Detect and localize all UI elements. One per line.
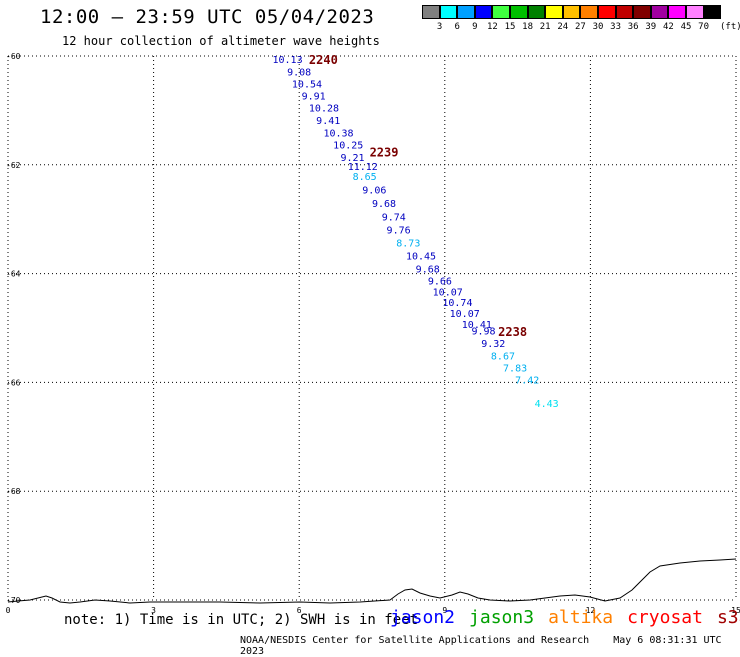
satellite-jason2: jason2 (390, 607, 456, 628)
legend-label: 24 (557, 22, 569, 32)
legend-label: 39 (645, 22, 657, 32)
pass-labels: 2240 2239 2238 (309, 53, 527, 339)
legend-label: 12 (486, 22, 498, 32)
x-tick-label: 12 (586, 606, 596, 615)
swh-label: 10.74 (442, 298, 472, 309)
swh-label: 9.32 (481, 339, 505, 350)
swh-label: 10.28 (309, 103, 339, 114)
swh-label: 9.21 (340, 153, 364, 164)
map-subtitle: 12 hour collection of altimeter wave hei… (62, 34, 380, 48)
legend-swatch (615, 5, 634, 19)
swh-label: 9.74 (382, 212, 406, 223)
swh-label: 8.65 (353, 172, 377, 183)
legend-label: 30 (592, 22, 604, 32)
legend-swatch (650, 5, 669, 19)
legend-swatch (562, 5, 581, 19)
legend-swatch (685, 5, 704, 19)
credit-line: NOAA/NESDIS Center for Satellite Applica… (240, 635, 740, 657)
legend-label: 42 (662, 22, 674, 32)
legend-label: 18 (522, 22, 534, 32)
swh-label: 10.07 (433, 287, 463, 298)
legend-label: 6 (454, 22, 460, 32)
swh-label: 10.45 (406, 251, 436, 262)
satellite-key: jason2 jason3 altika cryosat s3a (390, 607, 740, 628)
legend-label: 21 (539, 22, 551, 32)
y-tick-label: -62 (6, 161, 21, 170)
y-tick-label: -66 (6, 378, 21, 387)
legend-swatch (580, 5, 598, 19)
map-frame (8, 56, 736, 600)
legend-swatch (492, 5, 510, 19)
credit-text: NOAA/NESDIS Center for Satellite Applica… (240, 635, 590, 646)
swh-label: 9.08 (287, 68, 311, 79)
coastline (7, 558, 737, 604)
swh-label: 10.25 (333, 140, 363, 151)
swh-label: 9.98 (471, 327, 495, 338)
swh-label: 4.43 (535, 399, 559, 410)
legend-label: 70 (698, 22, 710, 32)
legend-swatch (474, 5, 493, 19)
satellite-cryosat: cryosat (627, 607, 703, 628)
color-legend (422, 5, 722, 19)
legend-label: 15 (504, 22, 516, 32)
swh-label: 10.07 (450, 309, 480, 320)
map-title: 12:00 – 23:59 UTC 05/04/2023 (40, 6, 375, 28)
pass-time-label: 2238 (498, 325, 527, 339)
swh-label: 7.42 (515, 375, 539, 386)
swh-label: 7.83 (503, 364, 527, 375)
legend-labels: 3 6 9 12 15 18 21 24 27 30 33 36 39 42 45 70 (ft) (422, 22, 740, 34)
legend-label: 3 (436, 22, 443, 32)
x-tick-label: 0 (6, 606, 11, 615)
swh-label: 11.12 (348, 162, 378, 173)
legend-label: 45 (680, 22, 692, 32)
legend-label: 27 (574, 22, 586, 32)
y-tick-label: -60 (6, 52, 21, 61)
legend-label: 36 (627, 22, 639, 32)
swh-label: 10.54 (292, 80, 322, 91)
footer-note: note: 1) Time is in UTC; 2) SWH is in fe… (64, 612, 419, 628)
legend-label: 9 (472, 22, 478, 32)
satellite-s3a: s3a (716, 607, 740, 628)
grid-lines: 0 3 6 9 12 15 -60 -62 -64 -66 -68 -70 (6, 52, 740, 615)
legend-swatch (509, 5, 528, 19)
x-tick-label: 9 (442, 606, 447, 615)
y-tick-label: -64 (6, 270, 21, 279)
legend-swatch (633, 5, 651, 19)
legend-swatch (422, 5, 440, 19)
legend-swatch (597, 5, 616, 19)
x-tick-label: 3 (151, 606, 156, 615)
legend-swatch (703, 5, 722, 19)
swh-label: 10.13 (273, 55, 303, 66)
swh-label: 9.76 (387, 225, 411, 236)
legend-unit: (ft) (720, 22, 740, 32)
legend-swatch (545, 5, 563, 19)
swh-label: 9.68 (372, 199, 396, 210)
legend-swatch (457, 5, 475, 19)
swh-label: 10.38 (323, 129, 353, 140)
satellite-altika: altika (548, 607, 614, 628)
legend-label: 33 (610, 22, 622, 32)
swh-label: 9.68 (416, 265, 440, 276)
x-tick-label: 6 (297, 606, 302, 615)
x-tick-label: 15 (731, 606, 740, 615)
swh-label: 9.91 (302, 92, 326, 103)
satellite-jason3: jason3 (469, 607, 535, 628)
swh-label: 8.67 (491, 352, 515, 363)
legend-swatch (439, 5, 458, 19)
y-tick-label: -70 (6, 596, 21, 605)
swh-label: 8.73 (396, 238, 420, 249)
pass-time-label: 2239 (370, 146, 399, 160)
legend-swatch (527, 5, 546, 19)
pass-time-label: 2240 (309, 53, 338, 67)
swh-label: 10.41 (462, 320, 492, 331)
swh-label: 9.06 (362, 186, 386, 197)
swh-label: 9.66 (428, 276, 452, 287)
swh-label: 9.41 (316, 116, 340, 127)
y-tick-label: -68 (6, 487, 21, 496)
legend-swatch (668, 5, 686, 19)
